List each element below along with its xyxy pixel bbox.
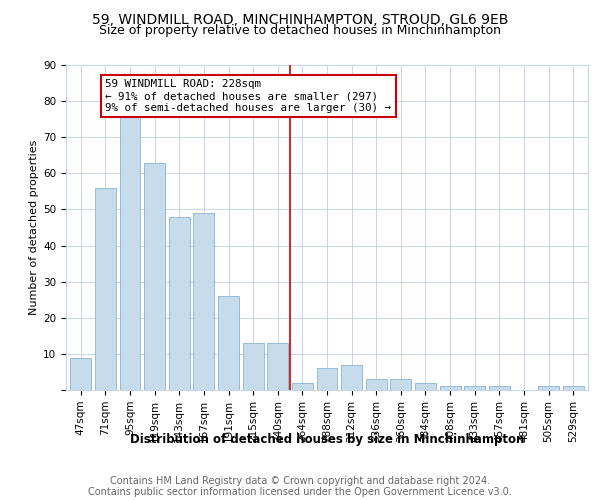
Bar bbox=[317, 368, 337, 390]
Bar bbox=[169, 216, 190, 390]
Bar bbox=[218, 296, 239, 390]
Bar bbox=[144, 162, 165, 390]
Bar bbox=[292, 383, 313, 390]
Bar bbox=[538, 386, 559, 390]
Bar bbox=[95, 188, 116, 390]
Bar bbox=[366, 379, 387, 390]
Bar bbox=[440, 386, 461, 390]
Bar bbox=[563, 386, 584, 390]
Text: Contains public sector information licensed under the Open Government Licence v3: Contains public sector information licen… bbox=[88, 487, 512, 497]
Bar bbox=[391, 379, 412, 390]
Bar bbox=[464, 386, 485, 390]
Bar bbox=[267, 343, 288, 390]
Bar bbox=[341, 364, 362, 390]
Text: 59, WINDMILL ROAD, MINCHINHAMPTON, STROUD, GL6 9EB: 59, WINDMILL ROAD, MINCHINHAMPTON, STROU… bbox=[92, 12, 508, 26]
Bar bbox=[242, 343, 263, 390]
Bar bbox=[70, 358, 91, 390]
Bar bbox=[489, 386, 510, 390]
Text: Distribution of detached houses by size in Minchinhampton: Distribution of detached houses by size … bbox=[130, 432, 524, 446]
Text: Contains HM Land Registry data © Crown copyright and database right 2024.: Contains HM Land Registry data © Crown c… bbox=[110, 476, 490, 486]
Bar bbox=[193, 213, 214, 390]
Y-axis label: Number of detached properties: Number of detached properties bbox=[29, 140, 39, 315]
Text: 59 WINDMILL ROAD: 228sqm
← 91% of detached houses are smaller (297)
9% of semi-d: 59 WINDMILL ROAD: 228sqm ← 91% of detach… bbox=[106, 80, 391, 112]
Bar bbox=[415, 383, 436, 390]
Text: Size of property relative to detached houses in Minchinhampton: Size of property relative to detached ho… bbox=[99, 24, 501, 37]
Bar bbox=[119, 116, 140, 390]
